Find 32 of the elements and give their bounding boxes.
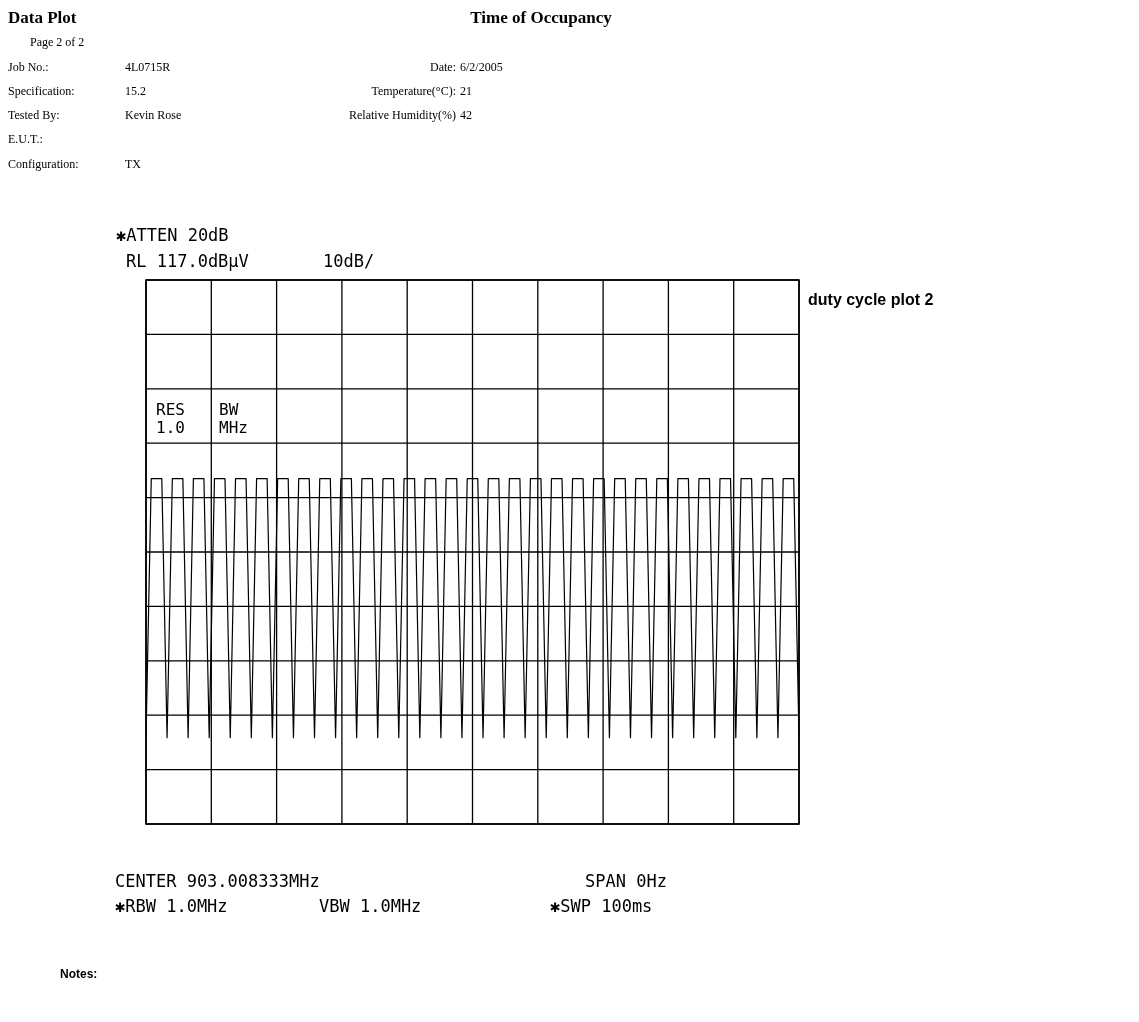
text: CENTER 903.008333MHz bbox=[115, 871, 320, 891]
text: duty cycle plot 2 bbox=[808, 291, 934, 308]
text: 1.0 bbox=[156, 418, 185, 437]
text: 21 bbox=[460, 84, 472, 98]
text: Temperature(°C): bbox=[371, 84, 456, 98]
chart-title: Time of Occupancy bbox=[470, 8, 613, 27]
text: MHz bbox=[219, 418, 248, 437]
text: Date: bbox=[430, 60, 456, 74]
text: E.U.T.: bbox=[8, 132, 43, 146]
text: Specification: bbox=[8, 84, 75, 98]
text: TX bbox=[125, 157, 142, 171]
text: Data Plot bbox=[8, 8, 77, 27]
text: BW bbox=[219, 400, 239, 419]
text: RES bbox=[156, 400, 185, 419]
text: 4L0715R bbox=[125, 60, 171, 74]
text: Tested By: bbox=[8, 108, 60, 122]
text: SPAN 0Hz bbox=[585, 871, 667, 891]
text: Job No.: bbox=[8, 60, 49, 74]
text: RL 117.0dBμV bbox=[126, 251, 249, 271]
text: 15.2 bbox=[125, 84, 146, 98]
text: ✱RBW 1.0MHz bbox=[115, 896, 228, 916]
text: Kevin Rose bbox=[125, 108, 182, 122]
text: VBW 1.0MHz bbox=[319, 896, 422, 916]
text: 6/2/2005 bbox=[460, 60, 503, 74]
text: ✱SWP 100ms bbox=[550, 896, 653, 916]
text: Relative Humidity(%) bbox=[349, 108, 456, 122]
text: Page 2 of 2 bbox=[30, 35, 85, 49]
text: 10dB/ bbox=[323, 251, 375, 271]
text: 42 bbox=[460, 108, 472, 122]
text: ✱ATTEN 20dB bbox=[116, 225, 229, 245]
text: Configuration: bbox=[8, 157, 79, 171]
text: Notes: bbox=[60, 967, 98, 981]
